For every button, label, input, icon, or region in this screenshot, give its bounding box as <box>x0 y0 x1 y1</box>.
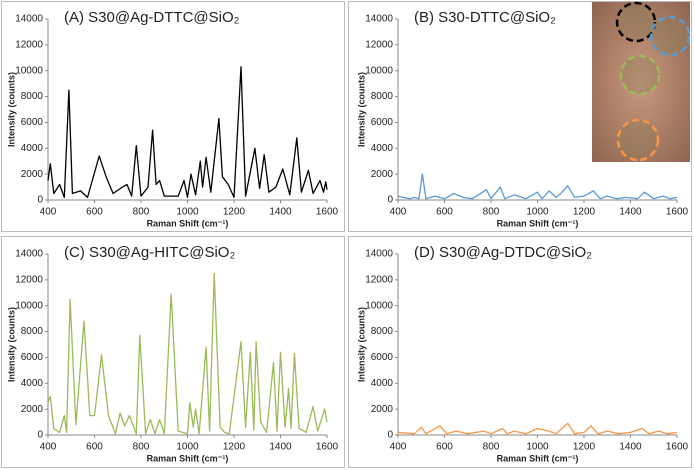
x-tick-label: 1000 <box>526 442 549 453</box>
x-tick-label: 1000 <box>526 207 549 218</box>
chart-title: (D) S30@Ag-DTDC@SiO₂ <box>414 244 592 261</box>
y-tick-label: 2000 <box>371 169 394 180</box>
y-tick-label: 4000 <box>371 143 394 154</box>
x-tick-label: 1400 <box>269 207 292 218</box>
panel-border <box>1 236 345 468</box>
x-tick-label: 1600 <box>666 442 689 453</box>
y-tick-label: 12000 <box>365 274 393 285</box>
x-tick-label: 800 <box>483 207 500 218</box>
y-tick-label: 2000 <box>21 404 44 415</box>
y-tick-label: 14000 <box>15 249 43 260</box>
y-axis-title: Intensity (counts) <box>6 72 16 147</box>
y-tick-label: 0 <box>37 430 43 441</box>
x-tick-label: 800 <box>133 207 150 218</box>
y-tick-label: 8000 <box>21 91 44 102</box>
x-tick-label: 1400 <box>269 442 292 453</box>
y-tick-label: 8000 <box>21 326 44 337</box>
x-tick-label: 1200 <box>223 207 246 218</box>
x-tick-label: 600 <box>436 207 453 218</box>
x-tick-label: 400 <box>390 207 407 218</box>
panel: 0 2000 4000 6000 8000 10000 12000 14000 400 600 80… <box>6 9 338 228</box>
y-tick-label: 10000 <box>15 300 43 311</box>
chart-title: (A) S30@Ag-DTTC@SiO₂ <box>64 9 240 26</box>
y-tick-label: 4000 <box>21 378 44 389</box>
y-tick-label: 14000 <box>365 14 393 25</box>
spectrum-line <box>397 173 678 200</box>
x-tick-label: 1600 <box>316 207 339 218</box>
spot-blue <box>649 15 691 57</box>
spot-orange <box>616 118 660 162</box>
y-tick-label: 0 <box>387 195 393 206</box>
x-tick-label: 1400 <box>619 442 642 453</box>
y-tick-label: 8000 <box>371 326 394 337</box>
panel-border <box>1 1 345 232</box>
y-tick-label: 12000 <box>15 39 43 50</box>
y-tick-label: 12000 <box>365 39 393 50</box>
x-axis-title: Raman Shift (cm⁻¹) <box>147 218 229 228</box>
x-tick-label: 1200 <box>223 442 246 453</box>
x-tick-label: 1400 <box>619 207 642 218</box>
chart-title: (B) S30-DTTC@SiO₂ <box>414 9 556 26</box>
x-tick-label: 800 <box>133 442 150 453</box>
y-tick-label: 6000 <box>371 117 394 128</box>
x-tick-label: 600 <box>86 442 103 453</box>
chart-title: (C) S30@Ag-HITC@SiO₂ <box>64 244 235 261</box>
x-tick-label: 400 <box>390 442 407 453</box>
y-tick-label: 14000 <box>15 14 43 25</box>
spot-green <box>619 54 661 96</box>
spot-black <box>615 1 657 43</box>
photo <box>592 2 690 162</box>
inset-photo <box>592 1 691 162</box>
x-tick-label: 400 <box>40 442 57 453</box>
y-tick-label: 8000 <box>371 91 394 102</box>
panel: 0 2000 4000 6000 8000 10000 12000 14000 400 600 80… <box>356 244 688 463</box>
x-tick-label: 600 <box>86 207 103 218</box>
y-tick-label: 4000 <box>21 143 44 154</box>
y-axis-title: Intensity (counts) <box>6 307 16 382</box>
y-axis-title: Intensity (counts) <box>356 72 366 147</box>
y-tick-label: 2000 <box>21 169 44 180</box>
x-tick-label: 400 <box>40 207 57 218</box>
panel: 0 2000 4000 6000 8000 10000 12000 14000 400 600 80… <box>6 244 338 463</box>
x-axis-title: Raman Shift (cm⁻¹) <box>497 453 579 463</box>
y-axis-title: Intensity (counts) <box>356 307 366 382</box>
x-tick-label: 1200 <box>573 207 596 218</box>
y-tick-label: 10000 <box>15 65 43 76</box>
spectrum-line <box>47 66 328 199</box>
x-tick-label: 1200 <box>573 442 596 453</box>
x-axis-title: Raman Shift (cm⁻¹) <box>497 218 579 228</box>
y-tick-label: 2000 <box>371 404 394 415</box>
panel: 0 2000 4000 6000 8000 10000 12000 14000 400 600 80… <box>356 9 688 228</box>
x-tick-label: 600 <box>436 442 453 453</box>
spectrum-line <box>47 272 328 435</box>
y-tick-label: 0 <box>387 430 393 441</box>
x-tick-label: 800 <box>483 442 500 453</box>
y-tick-label: 12000 <box>15 274 43 285</box>
panel-border <box>348 236 692 468</box>
y-tick-label: 0 <box>37 195 43 206</box>
y-tick-label: 14000 <box>365 249 393 260</box>
x-tick-label: 1000 <box>176 442 199 453</box>
y-tick-label: 6000 <box>371 352 394 363</box>
x-tick-label: 1600 <box>316 442 339 453</box>
spectrum-line <box>397 422 678 435</box>
panel-border <box>348 1 692 232</box>
x-tick-label: 1000 <box>176 207 199 218</box>
y-tick-label: 6000 <box>21 352 44 363</box>
y-tick-label: 10000 <box>365 65 393 76</box>
x-tick-label: 1600 <box>666 207 689 218</box>
x-axis-title: Raman Shift (cm⁻¹) <box>147 453 229 463</box>
y-tick-label: 6000 <box>21 117 44 128</box>
y-tick-label: 10000 <box>365 300 393 311</box>
y-tick-label: 4000 <box>371 378 394 389</box>
